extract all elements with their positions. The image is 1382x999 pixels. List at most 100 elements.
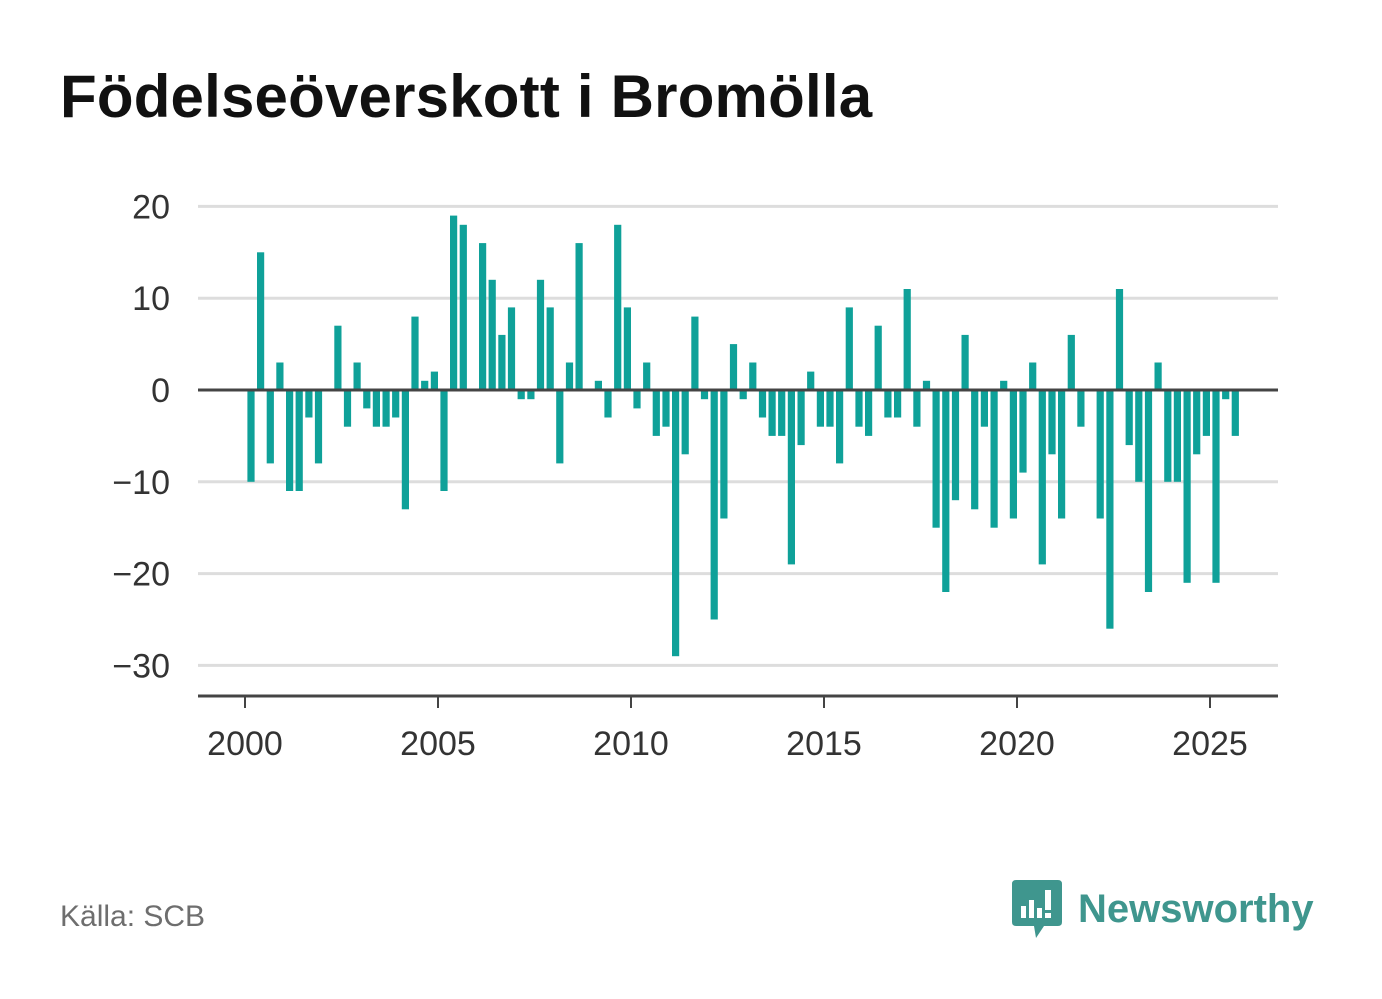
bar (932, 390, 940, 528)
bar (768, 390, 776, 436)
x-tick-labels: 2000 2005 2010 2015 2020 2025 (207, 725, 1248, 763)
bar (1193, 390, 1201, 455)
x-tick-label: 2005 (400, 725, 476, 763)
bar (758, 390, 767, 418)
bar (1048, 390, 1056, 455)
bar (1096, 390, 1104, 519)
x-tick-label: 2020 (979, 725, 1055, 763)
bar (507, 307, 516, 390)
bar (855, 390, 863, 427)
bar (1183, 390, 1191, 583)
bar (1173, 390, 1181, 482)
bar (440, 390, 448, 491)
bar (787, 390, 795, 565)
bar (1038, 390, 1046, 565)
bar (710, 390, 718, 620)
bar (961, 334, 969, 390)
bar (1029, 362, 1037, 390)
y-tick-label: 20 (132, 188, 170, 226)
gridlines (198, 204, 1278, 667)
x-tick-label: 2000 (207, 725, 283, 763)
bar (807, 371, 815, 390)
bar (942, 390, 950, 592)
bar (247, 390, 255, 482)
y-tick-label: −10 (112, 464, 170, 502)
bar (372, 390, 380, 427)
bar (1231, 390, 1239, 436)
bar (295, 390, 303, 491)
axes (198, 388, 1278, 708)
bar (498, 334, 506, 390)
bar (1058, 390, 1066, 519)
bar (903, 289, 911, 390)
bar (691, 316, 699, 390)
bar (1164, 390, 1172, 482)
bar (749, 362, 757, 390)
bar (1154, 362, 1162, 390)
bar (1000, 380, 1008, 390)
bar (797, 390, 805, 446)
bar (643, 362, 651, 390)
bar (720, 390, 728, 519)
bar (1144, 390, 1153, 592)
bar (565, 362, 574, 390)
bar (314, 390, 323, 464)
bar (980, 390, 988, 427)
bar (517, 390, 525, 400)
chart-title: Födelseöverskott i Bromölla (60, 63, 873, 130)
bar (681, 390, 689, 455)
y-tick-labels: 20 10 0 −10 −20 −30 (112, 188, 170, 685)
bar (266, 390, 274, 464)
bar (257, 252, 265, 390)
bar (614, 224, 622, 390)
source-note: Källa: SCB (60, 900, 206, 933)
bar (816, 390, 824, 427)
bar (450, 215, 458, 390)
bar (700, 390, 709, 400)
bar (305, 390, 313, 418)
y-tick-label: −20 (112, 556, 170, 594)
bar (1135, 390, 1143, 482)
bar (913, 390, 921, 427)
bar (1019, 390, 1027, 473)
x-tick-label: 2025 (1172, 725, 1248, 763)
bar (884, 390, 892, 418)
bar (382, 390, 390, 427)
bar (778, 390, 786, 436)
newsworthy-logo[interactable]: Newsworthy (1010, 878, 1314, 940)
bar (276, 362, 284, 390)
bar (527, 390, 535, 400)
bar (343, 390, 352, 427)
bar (623, 307, 631, 390)
bar (922, 380, 931, 390)
bar (1077, 390, 1085, 427)
bar (662, 390, 670, 427)
bar (729, 344, 738, 390)
bar (459, 224, 467, 390)
bar (1009, 390, 1017, 519)
y-tick-label: 10 (132, 280, 170, 318)
bar (633, 390, 641, 409)
x-tick-label: 2015 (786, 725, 862, 763)
newsworthy-logo-icon (1012, 880, 1062, 938)
bar (556, 390, 564, 464)
bar (1067, 334, 1075, 390)
bar (1115, 289, 1124, 390)
bar (874, 325, 882, 390)
x-tick-label: 2010 (593, 725, 669, 763)
bar (1106, 390, 1114, 629)
bar (604, 390, 612, 418)
bar (652, 390, 660, 436)
bar (836, 390, 844, 464)
bar (1222, 390, 1230, 400)
bar (392, 390, 400, 418)
bar (286, 390, 294, 491)
bar (990, 390, 998, 528)
bar (488, 279, 496, 390)
bar (951, 390, 960, 501)
bars (247, 215, 1239, 657)
bar (971, 390, 979, 510)
bar (1125, 390, 1133, 446)
bar (430, 371, 438, 390)
